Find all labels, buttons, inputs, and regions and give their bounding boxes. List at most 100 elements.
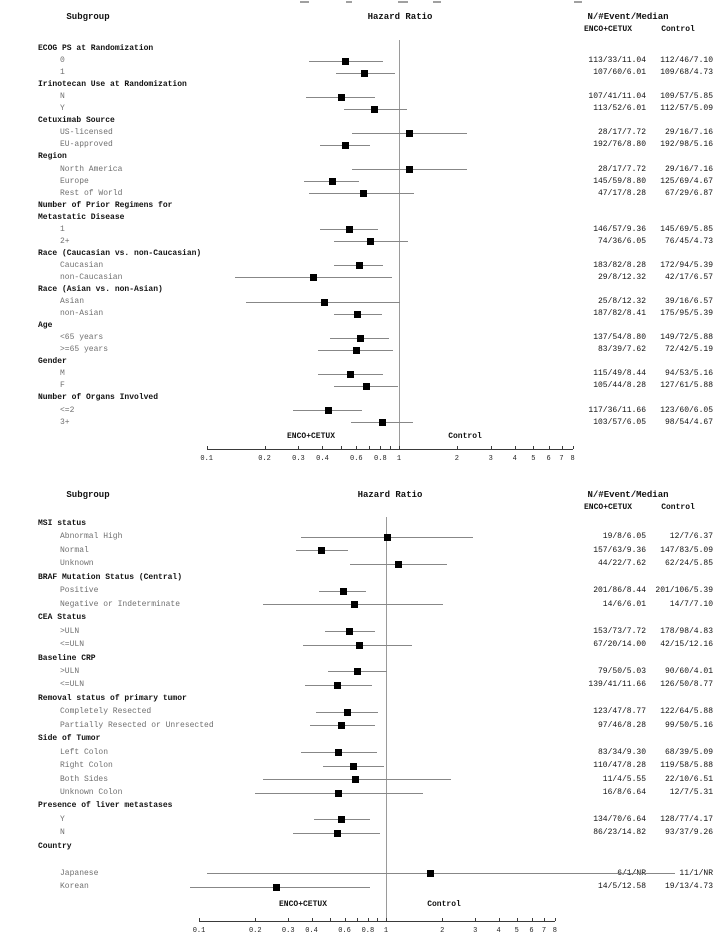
arm1-value: 83/34/9.30 xyxy=(597,747,646,757)
axis-tick xyxy=(386,917,387,921)
subgroup-item-label: Negative or Indeterminate xyxy=(60,599,181,609)
hr-point-marker xyxy=(321,298,329,306)
axis-tick xyxy=(367,917,369,921)
hr-point-marker xyxy=(310,274,318,282)
axis-tick-label: 0.3 xyxy=(281,927,295,935)
arm1-value: 183/82/8.28 xyxy=(593,260,646,270)
subgroup-item-label: N xyxy=(60,828,65,838)
hr-point-marker xyxy=(343,708,351,716)
arm2-value: 29/16/7.16 xyxy=(664,128,713,138)
column-subheader-enco-cetux: ENCO+CETUX xyxy=(583,503,633,512)
arm2-value: 22/10/6.51 xyxy=(664,774,713,784)
hr-point-marker xyxy=(360,69,368,77)
arm2-value: 112/46/7.10 xyxy=(660,56,713,66)
axis-tick xyxy=(380,445,382,449)
subgroup-header-label: Side of Tumor xyxy=(38,734,101,744)
subgroup-item-label: Europe xyxy=(60,176,89,186)
arm1-value: 25/8/12.32 xyxy=(597,297,646,307)
subgroup-header-label: Age xyxy=(38,321,53,331)
arm2-value: 192/98/5.16 xyxy=(660,140,713,150)
hr-point-marker xyxy=(363,382,371,390)
subgroup-header-label: Baseline CRP xyxy=(38,653,96,663)
arm1-value: 157/63/9.36 xyxy=(593,545,646,555)
arm1-value: 79/50/5.03 xyxy=(597,666,646,676)
ci-line xyxy=(206,873,675,875)
axis-tick xyxy=(298,445,300,449)
column-header-n-event-median: N/#Event/Median xyxy=(587,490,669,500)
subgroup-item-label: Unknown Colon xyxy=(60,788,123,797)
hr-point-marker xyxy=(335,749,343,757)
subgroup-header-label: BRAF Mutation Status (Central) xyxy=(38,572,183,582)
hr-point-marker xyxy=(342,57,350,65)
hr-point-marker xyxy=(371,105,379,113)
arm2-value: 147/83/5.09 xyxy=(660,545,713,555)
arm2-value: 14/7/7.10 xyxy=(669,599,713,609)
arm2-value: 42/15/12.16 xyxy=(660,640,713,650)
axis-tick-label: 1 xyxy=(383,927,389,935)
hr-point-marker xyxy=(353,668,361,676)
subgroup-item-label: Y xyxy=(60,104,65,114)
hr-point-marker xyxy=(349,762,357,770)
hr-point-marker xyxy=(273,883,281,891)
arm1-value: 146/57/9.36 xyxy=(593,224,646,234)
axis-tick-label: 0.1 xyxy=(192,927,206,935)
axis-tick-label: 7 xyxy=(559,455,564,463)
subgroup-item-label: F xyxy=(60,381,65,391)
subgroup-header-label: Irinotecan Use at Randomization xyxy=(38,80,187,90)
subgroup-item-label: <=ULN xyxy=(60,640,85,650)
arm1-value: 187/82/8.41 xyxy=(593,309,646,319)
arm1-value: 139/41/11.66 xyxy=(588,680,646,690)
axis-tick-label: 1 xyxy=(396,455,402,463)
column-subheader-control: Control xyxy=(661,503,695,512)
subgroup-item-label: 3+ xyxy=(60,417,70,427)
reference-line xyxy=(386,517,387,921)
arm1-value: 113/33/11.04 xyxy=(588,56,646,66)
axis-tick xyxy=(199,917,200,921)
axis-tick-label: 5 xyxy=(531,455,536,463)
axis-tick xyxy=(255,917,257,921)
subgroup-item-label: Unknown xyxy=(60,559,94,569)
hr-point-marker xyxy=(346,628,354,636)
cropped-title-fragment xyxy=(574,1,582,3)
subgroup-item-label: Completely Resected xyxy=(60,707,152,717)
subgroup-header-label: ECOG PS at Randomization xyxy=(38,44,154,53)
hr-point-marker xyxy=(337,93,345,101)
subgroup-item-label: non-Caucasian xyxy=(60,272,123,282)
arm1-value: 192/76/8.80 xyxy=(593,140,646,150)
arm1-value: 145/59/8.80 xyxy=(593,176,646,186)
subgroup-item-label: Korean xyxy=(60,882,89,892)
subgroup-item-label: Abnormal High xyxy=(60,532,123,542)
subgroup-item-label: Y xyxy=(60,814,65,824)
column-header-hazard-ratio: Hazard Ratio xyxy=(357,490,423,500)
subgroup-header-label: Number of Organs Involved xyxy=(38,393,159,403)
hr-point-marker xyxy=(406,129,414,137)
axis-tick xyxy=(456,445,458,449)
axis-tick xyxy=(369,445,371,449)
axis-tick xyxy=(341,445,343,449)
arm2-value: 178/98/4.83 xyxy=(660,626,713,636)
subgroup-item-label: EU-approved xyxy=(60,140,113,150)
hr-point-marker xyxy=(339,587,347,595)
hr-point-marker xyxy=(333,681,341,689)
arm1-value: 201/86/8.44 xyxy=(593,586,646,596)
axis-tick xyxy=(329,917,331,921)
arm1-value: 103/57/6.05 xyxy=(593,417,646,427)
arm2-value: 122/64/5.88 xyxy=(660,707,713,717)
axis-tick xyxy=(498,917,500,921)
subgroup-item-label: N xyxy=(60,92,65,102)
hr-point-marker xyxy=(328,178,336,186)
arm2-value: 109/57/5.85 xyxy=(660,92,713,102)
subgroup-header-label: Removal status of primary tumor xyxy=(38,693,187,703)
axis-tick xyxy=(554,917,556,921)
subgroup-item-label: >ULN xyxy=(60,626,80,636)
arm2-value: 125/69/4.67 xyxy=(660,176,713,186)
axis-tick-label: 8 xyxy=(570,455,575,463)
subgroup-item-label: Asian xyxy=(60,297,85,307)
subgroup-item-label: Caucasian xyxy=(60,260,104,270)
arm2-value: 98/54/4.67 xyxy=(664,417,713,427)
arm1-value: 107/60/6.01 xyxy=(593,68,646,78)
subgroup-item-label: Right Colon xyxy=(60,761,113,771)
arm1-value: 14/5/12.58 xyxy=(597,882,646,892)
axis-tick-label: 0.3 xyxy=(292,455,305,463)
axis-tick-label: 2 xyxy=(454,455,459,463)
